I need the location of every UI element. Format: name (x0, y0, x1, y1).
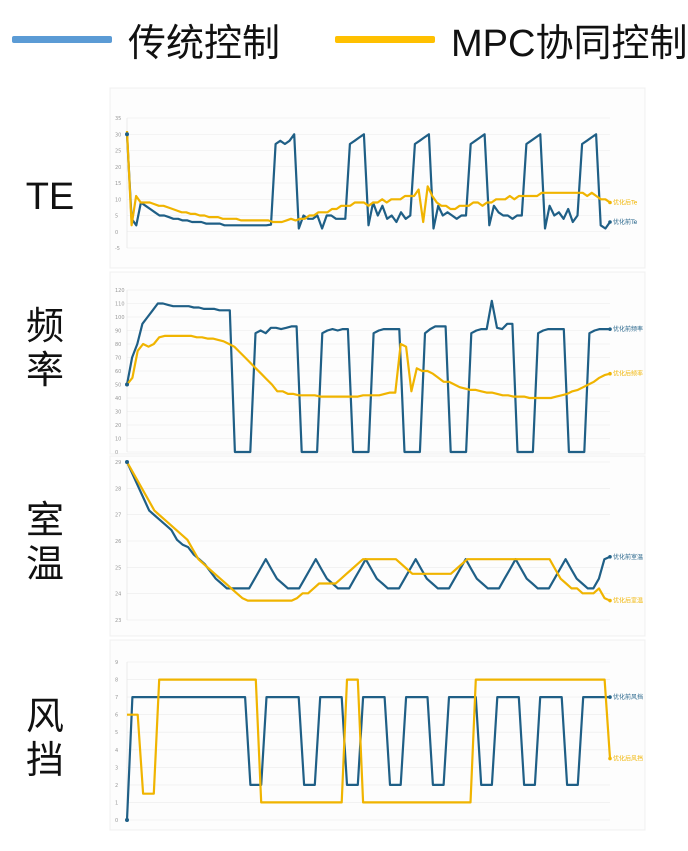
series-end-point (608, 695, 612, 699)
y-tick-label: 8 (115, 678, 118, 684)
y-tick-label: 80 (115, 342, 121, 348)
y-tick-label: 6 (115, 713, 118, 719)
y-tick-label: 90 (115, 329, 121, 335)
series-end-point (608, 200, 612, 205)
panel-frame (109, 455, 646, 637)
series-end-point (608, 220, 612, 224)
series-end-label: 优化前Te (613, 218, 638, 226)
series-end-point (608, 555, 612, 559)
series-end-label: 优化后Te (613, 199, 638, 207)
y-tick-label: 25 (115, 149, 121, 155)
y-tick-label: 4 (115, 748, 118, 754)
y-tick-label: 10 (115, 437, 121, 443)
legend-item-mpc: MPC协同控制 (335, 14, 688, 65)
y-tick-label: 0 (115, 818, 118, 824)
legend-label-mpc: MPC协同控制 (451, 22, 688, 65)
y-tick-label: 26 (115, 539, 121, 545)
y-tick-label: 5 (115, 730, 118, 736)
y-tick-label: 30 (115, 410, 121, 416)
panel-frame (109, 271, 646, 455)
series-line-1 (125, 130, 611, 227)
row-label-frequency: 频 率 (25, 306, 64, 392)
y-tick-label: 2 (115, 783, 118, 789)
y-tick-label: 23 (115, 618, 121, 624)
series-line-0 (125, 299, 610, 454)
series-start-point (125, 460, 129, 464)
series-end-label: 优化前频率 (613, 325, 643, 333)
row-label-te: TE (25, 176, 75, 218)
legend-item-traditional: 传统控制 (12, 14, 281, 65)
series-end-point (608, 327, 612, 331)
chart-panel-0: 35 30 25 20 15 10 5 0 -5 优化前Te 优化后Te (109, 87, 646, 269)
series-line-0 (125, 133, 611, 230)
y-tick-label: 9 (115, 660, 118, 666)
y-tick-label: 60 (115, 369, 121, 375)
y-tick-label: 7 (115, 695, 118, 701)
series-line-1 (126, 334, 611, 400)
series-end-label: 优化前室温 (613, 553, 643, 561)
y-tick-label: 40 (115, 396, 121, 402)
series-start-point (125, 382, 129, 387)
y-tick-label: -5 (115, 246, 120, 252)
y-tick-label: 30 (115, 132, 121, 138)
series-line-0 (125, 695, 610, 821)
y-tick-label: 28 (115, 486, 121, 492)
y-tick-label: 25 (115, 565, 121, 571)
y-tick-label: 70 (115, 356, 121, 362)
series-end-point (608, 598, 612, 603)
series-start-point (125, 132, 129, 137)
y-tick-label: 120 (115, 288, 125, 294)
y-tick-label: 50 (115, 383, 121, 389)
y-tick-label: 0 (115, 450, 118, 456)
y-tick-label: 5 (115, 214, 118, 220)
y-tick-label: 24 (115, 592, 121, 598)
y-tick-label: 20 (115, 165, 121, 171)
y-tick-label: 3 (115, 765, 118, 771)
legend-label-traditional: 传统控制 (128, 22, 281, 65)
series-end-label: 优化前风挡 (613, 693, 643, 701)
y-tick-label: 15 (115, 181, 121, 187)
y-tick-label: 10 (115, 197, 121, 203)
y-tick-label: 29 (115, 460, 121, 466)
y-tick-label: 20 (115, 423, 121, 429)
row-label-room-temp: 室 温 (25, 500, 64, 586)
series-end-label: 优化后风挡 (613, 755, 643, 763)
y-tick-label: 110 (115, 302, 125, 308)
y-tick-label: 27 (115, 513, 121, 519)
legend: 传统控制 MPC协同控制 (0, 0, 688, 80)
series-line-1 (127, 678, 612, 804)
y-tick-label: 1 (115, 800, 118, 806)
series-line-1 (126, 461, 611, 602)
series-end-point (608, 756, 612, 761)
series-start-point (125, 818, 129, 822)
y-tick-label: 100 (115, 315, 125, 321)
y-tick-label: 0 (115, 230, 118, 236)
series-end-label: 优化后频率 (613, 370, 643, 378)
panel-frame (109, 639, 646, 831)
series-end-label: 优化后室温 (613, 597, 643, 605)
panel-frame (109, 87, 646, 269)
row-label-damper: 风 挡 (25, 696, 64, 782)
legend-swatch-blue (12, 35, 112, 43)
series-end-point (608, 371, 612, 376)
legend-swatch-yellow (335, 35, 435, 43)
y-tick-label: 35 (115, 116, 121, 122)
